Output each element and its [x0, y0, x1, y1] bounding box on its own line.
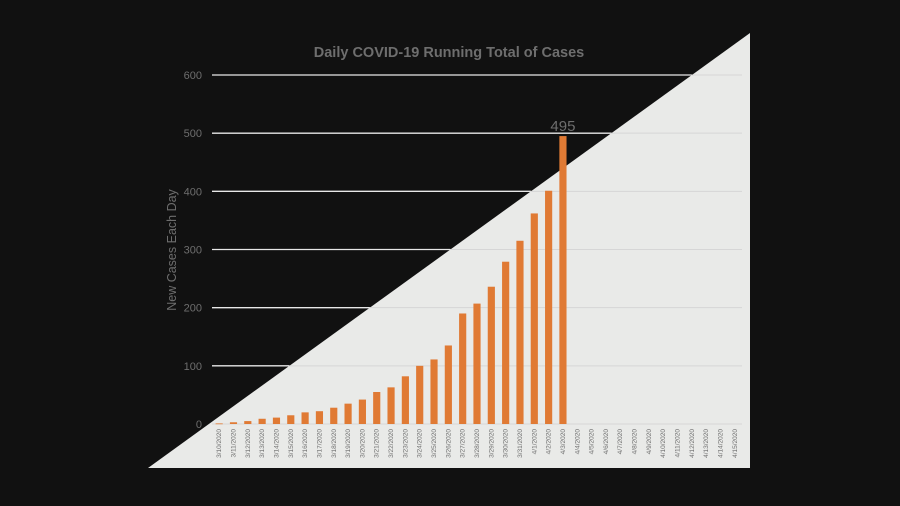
data-labels: 495 [550, 118, 575, 135]
bar [473, 303, 481, 424]
bar [430, 359, 438, 424]
light-triangle-backdrop [148, 33, 750, 468]
x-tick-label: 4/7/2020 [617, 429, 624, 455]
bar [530, 213, 538, 424]
x-tick-label: 3/28/2020 [474, 429, 481, 458]
x-tick-label: 4/4/2020 [574, 429, 581, 455]
bar [416, 365, 424, 424]
x-tick-label: 4/15/2020 [732, 429, 739, 458]
y-axis-label: New Cases Each Day [165, 188, 179, 310]
x-tick-label: 4/1/2020 [531, 429, 538, 455]
x-tick-label: 3/26/2020 [445, 429, 452, 458]
x-tick-label: 4/13/2020 [703, 429, 710, 458]
bar [215, 423, 223, 425]
bar [344, 403, 352, 424]
bar [258, 418, 266, 424]
bar [229, 422, 238, 424]
bar [502, 261, 510, 424]
x-tick-label: 3/31/2020 [517, 429, 524, 458]
x-tick-label: 4/10/2020 [660, 429, 667, 458]
x-tick-label: 4/9/2020 [646, 429, 653, 455]
x-tick-label: 3/27/2020 [460, 429, 467, 458]
x-tick-label: 4/14/2020 [718, 429, 725, 458]
bar [401, 376, 409, 424]
bar [287, 415, 295, 424]
x-tick-label: 4/8/2020 [632, 429, 639, 455]
x-tick-label: 4/5/2020 [589, 429, 596, 455]
x-tick-label: 3/17/2020 [316, 429, 323, 458]
x-tick-label: 3/23/2020 [402, 429, 409, 458]
bar [387, 387, 395, 424]
x-tick-label: 3/14/2020 [273, 429, 280, 458]
y-axis-ticks: 0 100 200 300 400 500 600 [184, 70, 202, 431]
y-tick-label: 100 [184, 361, 202, 373]
bar [301, 412, 309, 424]
bar [487, 286, 495, 424]
x-tick-label: 3/10/2020 [216, 429, 223, 458]
x-tick-label: 3/18/2020 [331, 429, 338, 458]
x-tick-label: 3/24/2020 [417, 429, 424, 458]
y-tick-label: 0 [196, 419, 202, 431]
x-tick-label: 4/12/2020 [689, 429, 696, 458]
x-tick-label: 3/12/2020 [245, 429, 252, 458]
bar [330, 407, 338, 424]
bar [244, 421, 252, 424]
y-tick-label: 400 [184, 186, 202, 198]
bar [459, 313, 467, 424]
x-tick-label: 3/15/2020 [288, 429, 295, 458]
x-tick-label: 3/20/2020 [359, 429, 366, 458]
data-label: 495 [550, 118, 575, 135]
bar [559, 136, 567, 424]
x-tick-label: 4/3/2020 [560, 429, 567, 455]
bar [516, 240, 524, 424]
bar [358, 399, 366, 424]
bar [272, 417, 281, 424]
x-tick-label: 4/11/2020 [675, 429, 682, 458]
x-tick-label: 4/6/2020 [603, 429, 610, 455]
x-tick-label: 3/22/2020 [388, 429, 395, 458]
bar [373, 392, 381, 424]
x-tick-label: 3/11/2020 [230, 429, 237, 458]
x-axis-ticks: 3/10/2020 3/11/2020 3/12/2020 3/13/2020 3/14… [216, 429, 739, 458]
x-tick-label: 3/13/2020 [259, 429, 266, 458]
x-tick-label: 3/16/2020 [302, 429, 309, 458]
x-tick-label: 3/21/2020 [374, 429, 381, 458]
bars [215, 136, 567, 425]
y-tick-label: 200 [184, 303, 202, 315]
x-tick-label: 3/30/2020 [503, 429, 510, 458]
y-tick-label: 600 [184, 70, 202, 82]
y-tick-label: 300 [184, 245, 202, 257]
bar [444, 345, 452, 424]
chart-title: Daily COVID-19 Running Total of Cases [314, 45, 584, 61]
bar [315, 411, 324, 424]
x-tick-label: 3/19/2020 [345, 429, 352, 458]
y-tick-label: 500 [184, 128, 202, 140]
bar [545, 190, 553, 424]
x-tick-label: 4/2/2020 [546, 429, 553, 455]
x-tick-label: 3/29/2020 [488, 429, 495, 458]
x-tick-label: 3/25/2020 [431, 429, 438, 458]
